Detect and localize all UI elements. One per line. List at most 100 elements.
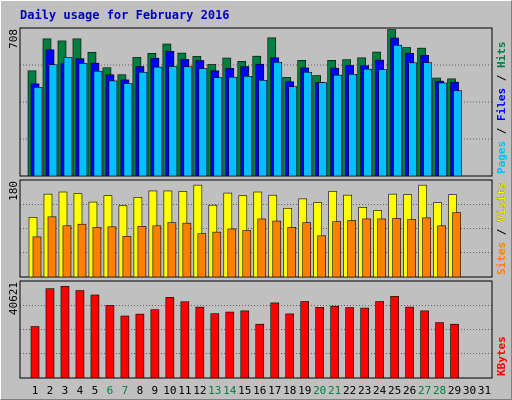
bar-sites-day-4 xyxy=(77,223,87,278)
x-tick-day-8: 8 xyxy=(137,384,144,397)
x-tick-day-3: 3 xyxy=(62,384,69,397)
y-max-label: 180 xyxy=(7,181,20,201)
x-tick-day-12: 12 xyxy=(193,384,206,397)
legend-kbytes: KBytes xyxy=(495,336,508,376)
bar-sites-day-28 xyxy=(437,225,446,278)
bar-pages-day-3 xyxy=(63,57,73,177)
bar-pages-day-25 xyxy=(393,44,402,177)
series-legend: Sites / Visits xyxy=(495,182,508,275)
bar-sites-day-10 xyxy=(167,222,177,278)
bar-pages-day-9 xyxy=(153,66,163,177)
x-tick-day-1: 1 xyxy=(32,384,39,397)
x-tick-day-27: 27 xyxy=(418,384,431,397)
x-tick-day-24: 24 xyxy=(373,384,387,397)
bar-kbytes-day-24 xyxy=(375,301,384,379)
bar-kbytes-day-18 xyxy=(285,313,295,379)
bar-sites-day-11 xyxy=(182,222,192,278)
bar-kbytes-day-5 xyxy=(90,294,100,379)
bar-pages-day-4 xyxy=(78,63,88,177)
bar-pages-day-11 xyxy=(183,66,193,177)
bar-pages-day-18 xyxy=(288,86,298,177)
x-tick-day-7: 7 xyxy=(122,384,129,397)
bar-kbytes-day-3 xyxy=(60,286,70,379)
chart-title: Daily usage for February 2016 xyxy=(20,8,230,22)
legend-sites: Sites xyxy=(495,242,508,275)
x-tick-day-25: 25 xyxy=(388,384,401,397)
y-max-label: 708 xyxy=(7,29,20,49)
bar-pages-day-2 xyxy=(48,64,58,177)
x-tick-day-9: 9 xyxy=(152,384,159,397)
x-tick-day-5: 5 xyxy=(92,384,99,397)
panel-1: 708 Pages / Files / Hits xyxy=(7,27,508,177)
x-tick-day-6: 6 xyxy=(107,384,114,397)
bar-sites-day-14 xyxy=(227,228,237,278)
x-tick-day-14: 14 xyxy=(223,384,237,397)
bar-kbytes-day-4 xyxy=(75,290,85,379)
bar-sites-day-5 xyxy=(92,227,102,278)
bar-pages-day-5 xyxy=(93,70,103,177)
panel-3: 40621 KBytes xyxy=(7,280,508,379)
bar-sites-day-26 xyxy=(407,219,416,278)
x-tick-day-2: 2 xyxy=(47,384,54,397)
bar-sites-day-24 xyxy=(377,218,386,278)
x-tick-day-16: 16 xyxy=(253,384,266,397)
x-tick-day-26: 26 xyxy=(403,384,416,397)
bar-pages-day-8 xyxy=(138,71,148,177)
bar-kbytes-day-23 xyxy=(360,307,369,379)
bar-kbytes-day-2 xyxy=(45,288,55,379)
bar-sites-day-18 xyxy=(287,227,297,278)
bar-sites-day-27 xyxy=(422,217,431,278)
x-tick-day-19: 19 xyxy=(298,384,311,397)
bar-pages-day-14 xyxy=(228,76,238,177)
legend-pages: Pages xyxy=(495,141,508,174)
x-tick-day-10: 10 xyxy=(163,384,176,397)
x-tick-day-23: 23 xyxy=(358,384,371,397)
x-tick-day-21: 21 xyxy=(328,384,341,397)
bar-sites-day-17 xyxy=(272,220,282,278)
legend-visits: Visits xyxy=(495,182,508,222)
panel-2: 180 Sites / Visits xyxy=(7,179,508,278)
bar-sites-day-8 xyxy=(137,226,147,278)
bar-pages-day-1 xyxy=(33,87,43,177)
series-sites xyxy=(32,212,461,278)
y-max-label: 40621 xyxy=(7,282,20,315)
bar-pages-day-28 xyxy=(438,82,447,177)
x-tick-day-18: 18 xyxy=(283,384,296,397)
bar-pages-day-22 xyxy=(348,74,357,177)
bar-kbytes-day-27 xyxy=(420,310,429,379)
x-tick-day-4: 4 xyxy=(77,384,84,397)
series-kbytes xyxy=(30,286,459,379)
x-tick-day-31: 31 xyxy=(478,384,491,397)
series-legend: KBytes xyxy=(495,336,508,376)
bar-sites-day-16 xyxy=(257,218,267,278)
bar-sites-day-6 xyxy=(107,226,117,278)
x-tick-day-29: 29 xyxy=(448,384,461,397)
bar-pages-day-23 xyxy=(363,68,372,177)
bar-sites-day-1 xyxy=(32,236,42,278)
bar-pages-day-26 xyxy=(408,62,417,177)
y-axis-label: Pages / Files / Hits xyxy=(495,42,508,175)
bar-kbytes-day-7 xyxy=(120,315,130,379)
bar-kbytes-day-19 xyxy=(300,301,310,379)
x-tick-day-28: 28 xyxy=(433,384,446,397)
bar-kbytes-day-21 xyxy=(330,305,339,379)
bar-kbytes-day-13 xyxy=(210,313,220,379)
x-tick-day-15: 15 xyxy=(238,384,251,397)
series-legend: Pages / Files / Hits xyxy=(495,42,508,175)
bar-pages-day-27 xyxy=(423,62,432,177)
bar-kbytes-day-25 xyxy=(390,296,399,379)
bar-pages-day-29 xyxy=(453,90,462,177)
bar-sites-day-9 xyxy=(152,225,162,278)
x-tick-day-22: 22 xyxy=(343,384,356,397)
bar-kbytes-day-14 xyxy=(225,311,235,379)
bar-pages-day-15 xyxy=(243,76,253,177)
bar-sites-day-12 xyxy=(197,233,207,278)
bar-pages-day-12 xyxy=(198,68,208,177)
bar-kbytes-day-28 xyxy=(435,322,444,379)
bar-pages-day-13 xyxy=(213,77,223,177)
bar-sites-day-2 xyxy=(47,216,57,278)
bar-pages-day-20 xyxy=(318,82,328,177)
bar-sites-day-21 xyxy=(332,221,341,278)
bar-sites-day-20 xyxy=(317,235,327,278)
x-tick-day-20: 20 xyxy=(313,384,326,397)
